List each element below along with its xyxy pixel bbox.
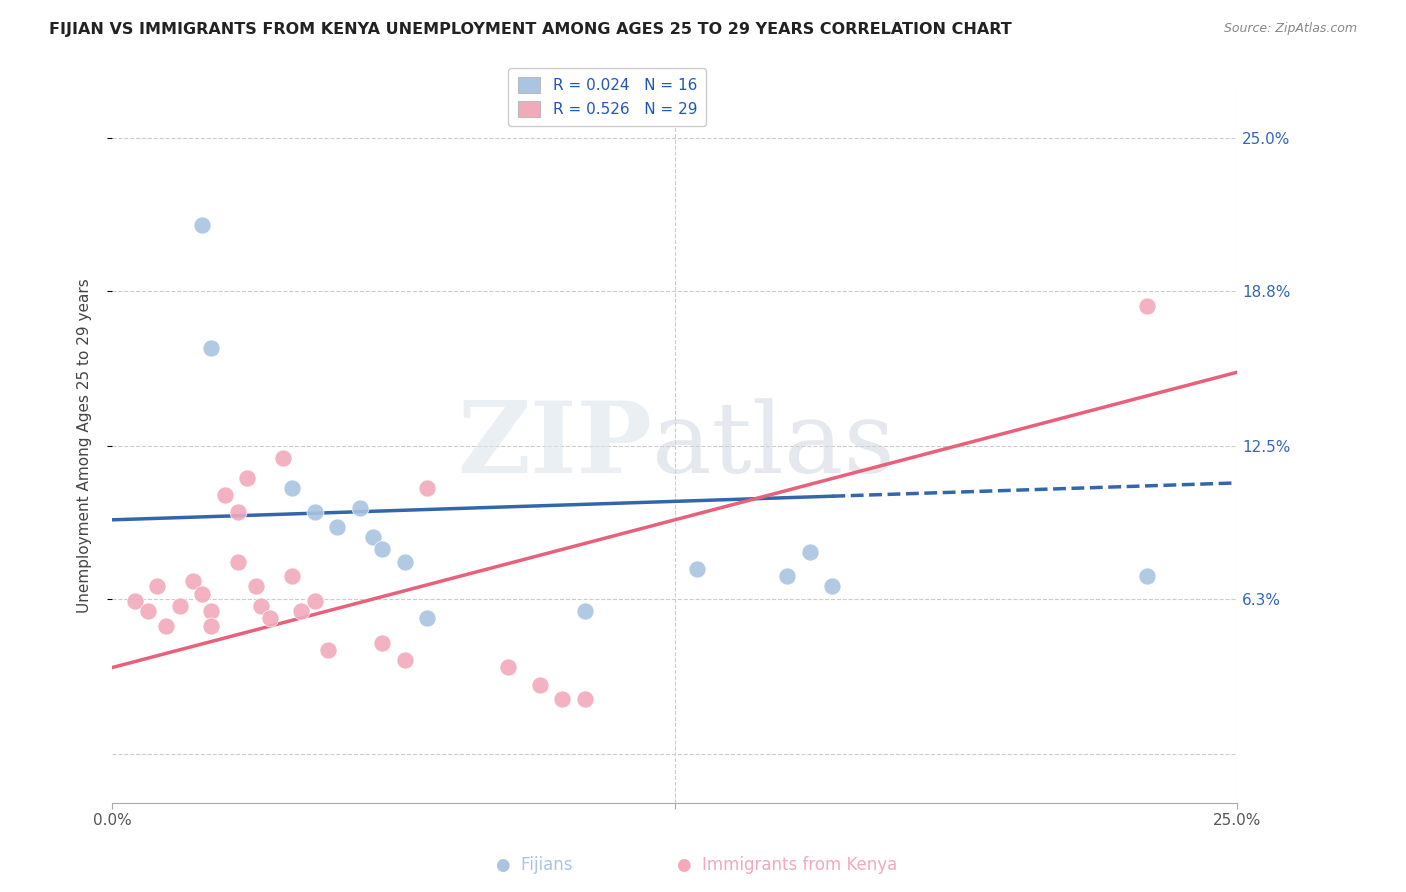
Point <box>394 653 416 667</box>
Point <box>200 604 222 618</box>
Point <box>155 618 177 632</box>
Point <box>551 692 574 706</box>
Point <box>363 530 385 544</box>
Text: ●  Fijians: ● Fijians <box>496 856 572 874</box>
Point <box>236 471 259 485</box>
Point <box>228 505 250 519</box>
Point <box>498 660 520 674</box>
Point <box>529 678 551 692</box>
Point <box>574 604 596 618</box>
Text: ●  Immigrants from Kenya: ● Immigrants from Kenya <box>678 856 897 874</box>
Point <box>394 555 416 569</box>
Point <box>371 542 394 557</box>
Point <box>304 505 326 519</box>
Point <box>1136 569 1159 583</box>
Point <box>191 218 214 232</box>
Point <box>191 587 214 601</box>
Point <box>245 579 267 593</box>
Point <box>214 488 236 502</box>
Point <box>259 611 281 625</box>
Text: Source: ZipAtlas.com: Source: ZipAtlas.com <box>1223 22 1357 36</box>
Point <box>416 481 439 495</box>
Point <box>281 481 304 495</box>
Point <box>574 692 596 706</box>
Point <box>183 574 205 589</box>
Point <box>138 604 160 618</box>
Point <box>686 562 709 576</box>
Point <box>776 569 799 583</box>
Point <box>146 579 169 593</box>
Point <box>349 500 371 515</box>
Legend: R = 0.024   N = 16, R = 0.526   N = 29: R = 0.024 N = 16, R = 0.526 N = 29 <box>509 69 706 127</box>
Point <box>318 643 340 657</box>
Point <box>1136 299 1159 313</box>
Point <box>273 451 295 466</box>
Point <box>250 599 273 613</box>
Point <box>200 618 222 632</box>
Text: FIJIAN VS IMMIGRANTS FROM KENYA UNEMPLOYMENT AMONG AGES 25 TO 29 YEARS CORRELATI: FIJIAN VS IMMIGRANTS FROM KENYA UNEMPLOY… <box>49 22 1012 37</box>
Point <box>281 569 304 583</box>
Point <box>169 599 191 613</box>
Text: ZIP: ZIP <box>457 398 652 494</box>
Point <box>124 594 146 608</box>
Point <box>228 555 250 569</box>
Point <box>371 636 394 650</box>
Point <box>290 604 312 618</box>
Text: atlas: atlas <box>652 398 896 494</box>
Point <box>326 520 349 534</box>
Point <box>304 594 326 608</box>
Point <box>200 341 222 355</box>
Y-axis label: Unemployment Among Ages 25 to 29 years: Unemployment Among Ages 25 to 29 years <box>77 278 91 614</box>
Point <box>416 611 439 625</box>
Point <box>821 579 844 593</box>
Point <box>799 545 821 559</box>
